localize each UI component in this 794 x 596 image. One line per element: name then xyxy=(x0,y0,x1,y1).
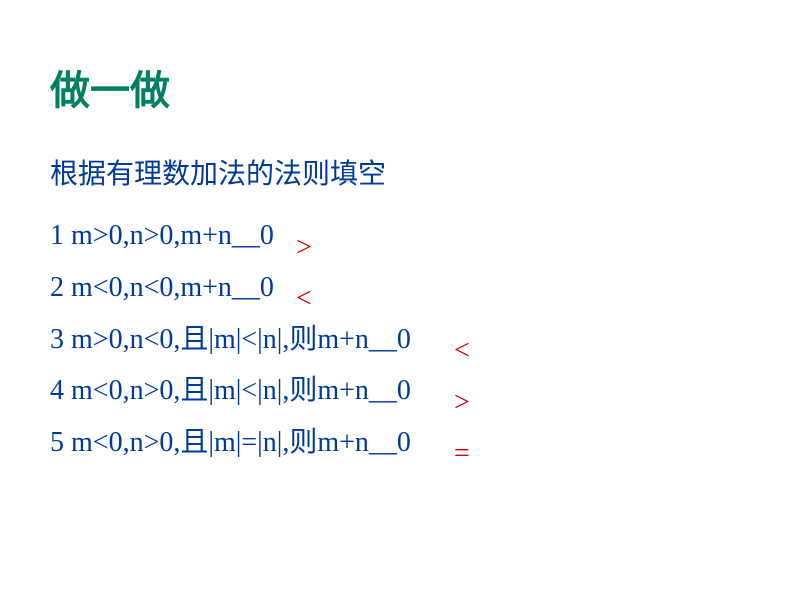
answer-3: < xyxy=(454,335,470,367)
slide-title: 做一做 xyxy=(50,58,744,116)
exercise-line-5: 5 m<0,n>0,且|m|=|n|,则m+n__0 xyxy=(50,417,744,469)
answer-5: = xyxy=(454,438,470,470)
answer-4: > xyxy=(454,387,470,419)
answer-2: < xyxy=(296,283,312,315)
slide-subtitle: 根据有理数加法的法则填空 xyxy=(50,152,744,192)
slide: 做一做 根据有理数加法的法则填空 1 m>0,n>0,m+n__0 2 m<0,… xyxy=(0,0,794,596)
answer-1: > xyxy=(296,232,312,264)
exercise-line-4: 4 m<0,n>0,且|m|<|n|,则m+n__0 xyxy=(50,365,744,417)
exercise-line-2: 2 m<0,n<0,m+n__0 xyxy=(50,262,744,314)
exercise-line-3: 3 m>0,n<0,且|m|<|n|,则m+n__0 xyxy=(50,314,744,366)
exercise-line-1: 1 m>0,n>0,m+n__0 xyxy=(50,210,744,262)
